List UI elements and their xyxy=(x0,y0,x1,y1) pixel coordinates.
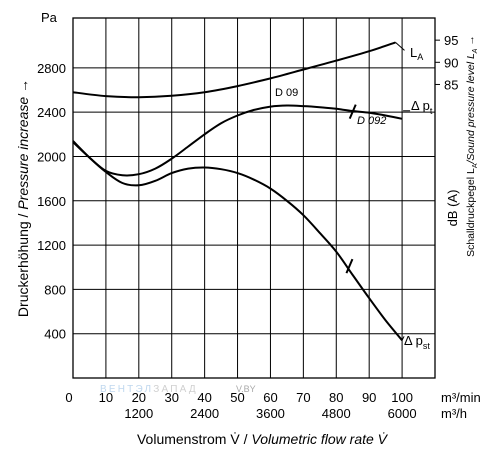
x-tick-labels-h: 1200 2400 3600 4800 6000 xyxy=(124,406,416,421)
curves xyxy=(72,41,411,341)
series-label-dpt: Δ pt xyxy=(411,98,433,116)
series-label-d09: D 09 xyxy=(275,87,298,99)
series-label-dpst: Δ pst xyxy=(404,333,430,351)
right-axis-tick-label: 85 xyxy=(444,77,458,92)
curve-la xyxy=(72,41,396,99)
series-label-la: LA xyxy=(410,45,423,62)
series-label-d092: D 092 xyxy=(357,115,386,127)
x-unit-min: m³/min xyxy=(441,390,481,405)
x-tick-labels: 0 10 20 30 40 50 60 70 80 90 100 xyxy=(65,390,413,405)
operating-point-marker xyxy=(345,258,354,274)
right-axis-label: Schalldruckpegel LA/Sound pressure level… xyxy=(465,35,479,257)
right-axis-tick-label: 90 xyxy=(444,55,458,70)
y-tick-labels: 400 800 1200 1600 2000 2400 2800 xyxy=(37,61,66,342)
y-tick-label: 1200 xyxy=(37,238,66,253)
x-tick-label: 10 xyxy=(99,390,113,405)
svg-text:ВЕНТЭЛЗАПАД: ВЕНТЭЛЗАПАД xyxy=(100,384,198,395)
x-tick-label-h: 3600 xyxy=(256,406,285,421)
x-tick-label-h: 4800 xyxy=(322,406,351,421)
right-axis-tick-label: 95 xyxy=(444,33,458,48)
leader-la xyxy=(395,41,405,51)
x-tick-label: 60 xyxy=(263,390,277,405)
x-tick-label: 40 xyxy=(197,390,211,405)
operating-point-marker xyxy=(348,104,357,119)
y-tick-label: 400 xyxy=(44,327,66,342)
y-unit-label: Pa xyxy=(41,10,58,25)
x-tick-label: 100 xyxy=(391,390,413,405)
watermark: ВЕНТЭЛЗАПАД V.BY xyxy=(100,384,256,395)
svg-text:V.BY: V.BY xyxy=(236,384,256,394)
x-tick-label: 90 xyxy=(362,390,376,405)
x-tick-label-h: 6000 xyxy=(388,406,417,421)
x-tick-label: 70 xyxy=(296,390,310,405)
plot-frame xyxy=(72,17,436,379)
x-unit-h: m³/h xyxy=(441,406,467,421)
leader-dpst xyxy=(401,336,405,341)
x-tick-label: 80 xyxy=(329,390,343,405)
x-axis-title: Volumenstrom V̇ / Volumetric flow rate V… xyxy=(137,431,389,447)
x-tick-label: 20 xyxy=(132,390,146,405)
y-tick-label: 2400 xyxy=(37,105,66,120)
grid-lines xyxy=(73,18,435,378)
x-tick-label-h: 2400 xyxy=(190,406,219,421)
y-axis-title: Druckerhöhung / Pressure increase → xyxy=(15,79,31,317)
operating-markers xyxy=(345,104,357,274)
y-tick-label: 800 xyxy=(44,282,66,297)
y-tick-label: 1600 xyxy=(37,194,66,209)
right-axis-ticks: 95 90 85 xyxy=(435,33,458,92)
x-tick-label: 50 xyxy=(230,390,244,405)
x-tick-label-h: 1200 xyxy=(124,406,153,421)
curve-d-09 xyxy=(72,104,403,177)
y-tick-label: 2800 xyxy=(37,61,66,76)
x-tick-label: 0 xyxy=(65,390,72,405)
x-tick-label: 30 xyxy=(164,390,178,405)
right-axis-unit: dB (A) xyxy=(445,190,460,227)
y-tick-label: 2000 xyxy=(37,149,66,164)
